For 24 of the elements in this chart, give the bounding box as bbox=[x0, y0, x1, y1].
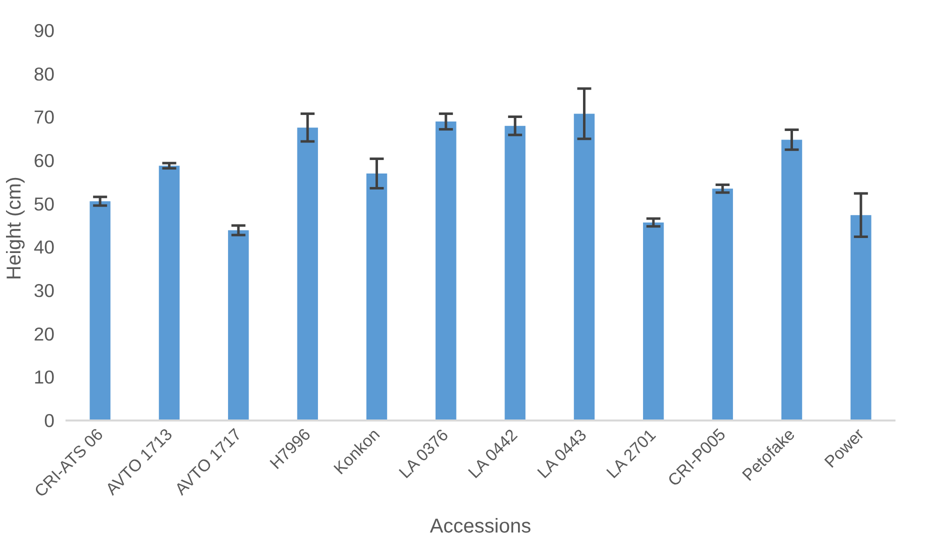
bar bbox=[850, 215, 872, 420]
y-tick-label: 80 bbox=[34, 63, 55, 84]
bar bbox=[712, 188, 733, 420]
y-tick-label: 30 bbox=[34, 280, 55, 301]
bar bbox=[436, 122, 456, 420]
y-tick-label: 60 bbox=[34, 150, 55, 171]
y-tick-label: 40 bbox=[34, 236, 55, 258]
bar bbox=[574, 114, 595, 420]
y-tick-label: 0 bbox=[44, 410, 55, 431]
y-tick-label: 20 bbox=[34, 323, 55, 344]
bar bbox=[90, 201, 110, 420]
bar bbox=[504, 126, 526, 420]
bar bbox=[781, 140, 802, 420]
bar bbox=[366, 174, 388, 420]
bar bbox=[297, 128, 318, 420]
y-axis-title: Height (cm) bbox=[4, 176, 26, 280]
y-tick-label: 10 bbox=[34, 366, 55, 388]
x-axis-title: Accessions bbox=[430, 516, 532, 538]
bar bbox=[643, 222, 664, 420]
bar bbox=[158, 166, 180, 420]
y-tick-label: 50 bbox=[34, 193, 55, 214]
bar bbox=[228, 230, 249, 420]
y-tick-label: 90 bbox=[34, 20, 55, 41]
y-tick-label: 70 bbox=[34, 106, 55, 128]
